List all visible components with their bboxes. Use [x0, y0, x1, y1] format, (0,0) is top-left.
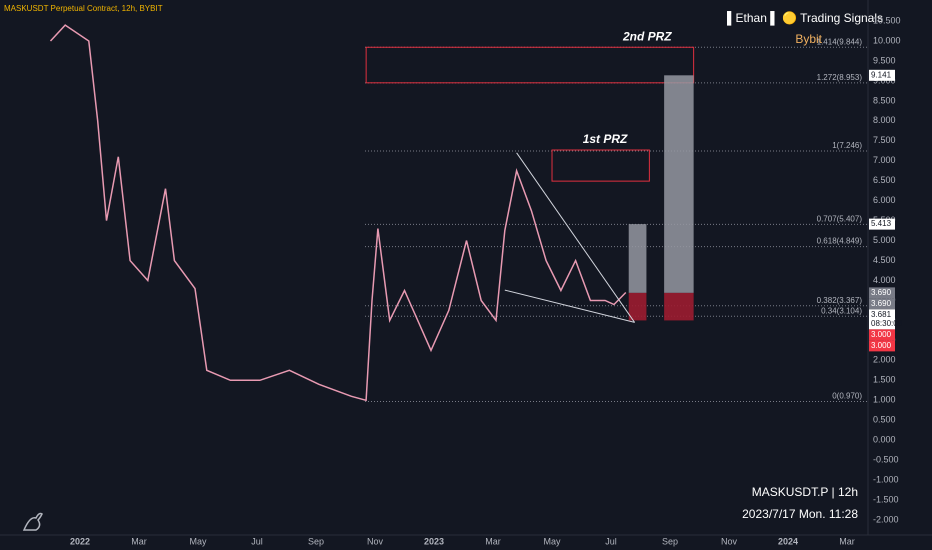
y-tick-label: 8.000	[873, 115, 896, 125]
price-tag	[869, 69, 895, 81]
y-tick-label: 1.500	[873, 375, 896, 385]
fib-label: 1(7.246)	[832, 141, 862, 150]
price-tag	[869, 287, 895, 299]
x-tick-label: 2023	[424, 536, 444, 546]
x-tick-label: Sep	[308, 536, 324, 546]
price-line	[49, 24, 627, 402]
y-tick-label: 9.500	[873, 55, 896, 65]
prz-label: 1st PRZ	[583, 132, 628, 146]
price-tag-label: 3.690	[871, 299, 892, 308]
x-tick-label: Jul	[251, 536, 263, 546]
x-tick-label: Jul	[605, 536, 617, 546]
price-tag-label: 3.681	[871, 310, 892, 319]
price-tag-label: 3.690	[871, 288, 892, 297]
logo	[22, 512, 43, 531]
prz-label: 2nd PRZ	[622, 29, 672, 43]
y-tick-label: 4.500	[873, 255, 896, 265]
stop-range	[628, 292, 647, 321]
x-tick-label: Mar	[839, 536, 855, 546]
price-tag-label: 3.000	[871, 341, 892, 350]
y-tick-label: 2.000	[873, 355, 896, 365]
fib-label: 0.707(5.407)	[817, 214, 863, 223]
brand: ▌Ethan ▌ 🟡 Trading Signals	[727, 11, 883, 26]
price-tag	[869, 298, 895, 310]
trendline	[504, 289, 635, 323]
prz-zone	[365, 46, 695, 84]
price-tag	[869, 329, 895, 341]
y-tick-label: -0.500	[873, 454, 899, 464]
x-tick-label: 2024	[778, 536, 798, 546]
y-tick-label: -1.500	[873, 494, 899, 504]
y-tick-label: 6.000	[873, 195, 896, 205]
price-tag-label: 5.413	[871, 219, 892, 228]
y-tick-label: 8.500	[873, 95, 896, 105]
target-range	[628, 224, 647, 293]
x-tick-label: Mar	[485, 536, 501, 546]
fib-label: 0(0.970)	[832, 392, 862, 401]
y-tick-label: 10.500	[873, 15, 901, 25]
y-tick-label: 7.000	[873, 155, 896, 165]
price-tag	[869, 218, 895, 230]
x-tick-label: Nov	[367, 536, 384, 546]
x-tick-label: May	[544, 536, 562, 546]
price-tag	[869, 309, 895, 330]
fib-label: 0.382(3.367)	[817, 296, 863, 305]
datetime: 2023/7/17 Mon. 11:28	[742, 507, 858, 521]
y-tick-label: 10.000	[873, 35, 901, 45]
fib-label: 1.414(9.844)	[817, 37, 863, 46]
y-tick-label: 0.500	[873, 415, 896, 425]
y-tick-label: 4.000	[873, 275, 896, 285]
y-tick-label: -1.000	[873, 474, 899, 484]
fib-label: 0.618(4.849)	[817, 237, 863, 246]
target-range	[664, 75, 694, 293]
x-tick-label: Sep	[662, 536, 678, 546]
price-tag-label: 9.141	[871, 70, 892, 79]
fib-label: 1.272(8.953)	[817, 73, 863, 82]
chart-title: MASKUSDT Perpetual Contract, 12h, BYBIT	[4, 4, 163, 13]
exchange: Bybit	[795, 32, 822, 46]
y-tick-label: 0.000	[873, 435, 896, 445]
price-tag-label: 3.000	[871, 330, 892, 339]
price-tag-timer: 08:30:08	[871, 319, 903, 328]
y-tick-label: 1.000	[873, 395, 896, 405]
y-tick-label: 5.000	[873, 235, 896, 245]
trendline	[516, 152, 636, 323]
price-tag	[869, 340, 895, 352]
x-tick-label: May	[189, 536, 207, 546]
y-tick-label: -2.000	[873, 514, 899, 524]
symbol: MASKUSDT.P | 12h	[752, 485, 858, 499]
x-tick-label: Nov	[721, 536, 738, 546]
y-tick-label: 7.500	[873, 135, 896, 145]
fib-label: 0.34(3.104)	[821, 306, 862, 315]
prz-zone	[551, 149, 650, 182]
x-tick-label: Mar	[131, 536, 147, 546]
stop-range	[664, 292, 694, 321]
x-tick-label: 2022	[70, 536, 90, 546]
y-tick-label: 6.500	[873, 175, 896, 185]
